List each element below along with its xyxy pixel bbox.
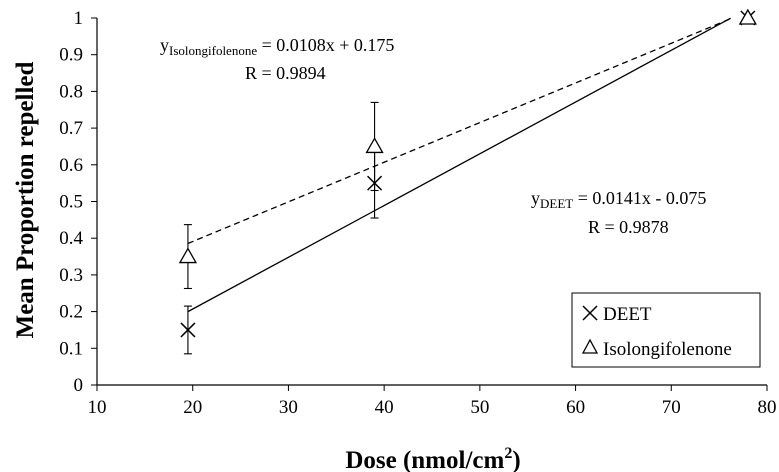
x-axis-title-superscript: 2: [504, 445, 512, 462]
isolongifolenone-equation: yIsolongifolenone = 0.0108x + 0.175: [160, 35, 394, 58]
y-tick-label: 0.8: [59, 81, 83, 102]
isolongifolenone-point: [365, 137, 384, 154]
x-tick-label: 70: [662, 397, 681, 418]
x-tick-label: 40: [375, 397, 394, 418]
legend-isolongifolenone-label: Isolongifolenone: [603, 339, 732, 360]
legend: DEET Isolongifolenone: [571, 292, 761, 368]
deet-point: [367, 175, 383, 191]
deet-point: [180, 322, 196, 338]
y-tick-label: 0.7: [59, 118, 83, 139]
deet-equation: yDEET = 0.0141x - 0.075: [531, 188, 706, 211]
y-tick-label: 0.2: [59, 302, 83, 323]
legend-deet-marker: [582, 305, 598, 321]
y-axis-title: Mean Proportion repelled: [12, 61, 39, 338]
y-tick-label: 0.4: [59, 228, 83, 249]
deet-point-stroke: [180, 322, 196, 338]
x-tick-label: 60: [566, 397, 585, 418]
x-tick-label: 30: [279, 397, 298, 418]
isolongifolenone-equation-subscript: Isolongifolenone: [169, 43, 257, 58]
deet-point-stroke: [367, 175, 383, 191]
legend-box: [571, 292, 761, 368]
deet-trendline: [187, 17, 731, 313]
error-bars: [183, 101, 379, 355]
deet-equation-rhs: = 0.0141x - 0.075: [573, 188, 706, 208]
x-tick-label: 10: [88, 397, 107, 418]
isolongifolenone-r-value: R = 0.9894: [245, 63, 326, 83]
x-axis: 10 20 30 40 50 60 70 80: [88, 385, 777, 418]
deet-equation-subscript: DEET: [540, 196, 573, 211]
y-axis: 0 0.1 0.2 0.3 0.4 0.5 0.6 0.7 0.8 0.9 1: [59, 8, 97, 396]
x-tick-label: 50: [470, 397, 489, 418]
y-tick-label: 0.6: [59, 155, 83, 176]
trendlines: [187, 17, 731, 313]
y-tick-label: 1: [74, 8, 84, 29]
x-axis-title: Dose (nmol/cm2): [345, 445, 520, 472]
legend-isolongifolenone-marker: [581, 338, 599, 354]
isolongifolenone-trendline: [187, 18, 731, 245]
y-tick-label: 0.5: [59, 192, 83, 213]
x-tick-label: 80: [758, 397, 777, 418]
x-axis-title-close: ): [512, 447, 520, 472]
y-tick-label: 0.9: [59, 45, 83, 66]
deet-r-value: R = 0.9878: [588, 217, 669, 237]
isolongifolenone-equation-rhs: = 0.0108x + 0.175: [257, 35, 394, 55]
y-tick-label: 0: [74, 375, 84, 396]
y-tick-label: 0.3: [59, 265, 83, 286]
isolongifolenone-point: [738, 8, 757, 25]
y-tick-label: 0.1: [59, 338, 83, 359]
legend-deet-label: DEET: [603, 304, 652, 325]
isolongifolenone-point: [178, 247, 198, 264]
x-tick-label: 20: [183, 397, 202, 418]
data-markers: [178, 8, 757, 338]
